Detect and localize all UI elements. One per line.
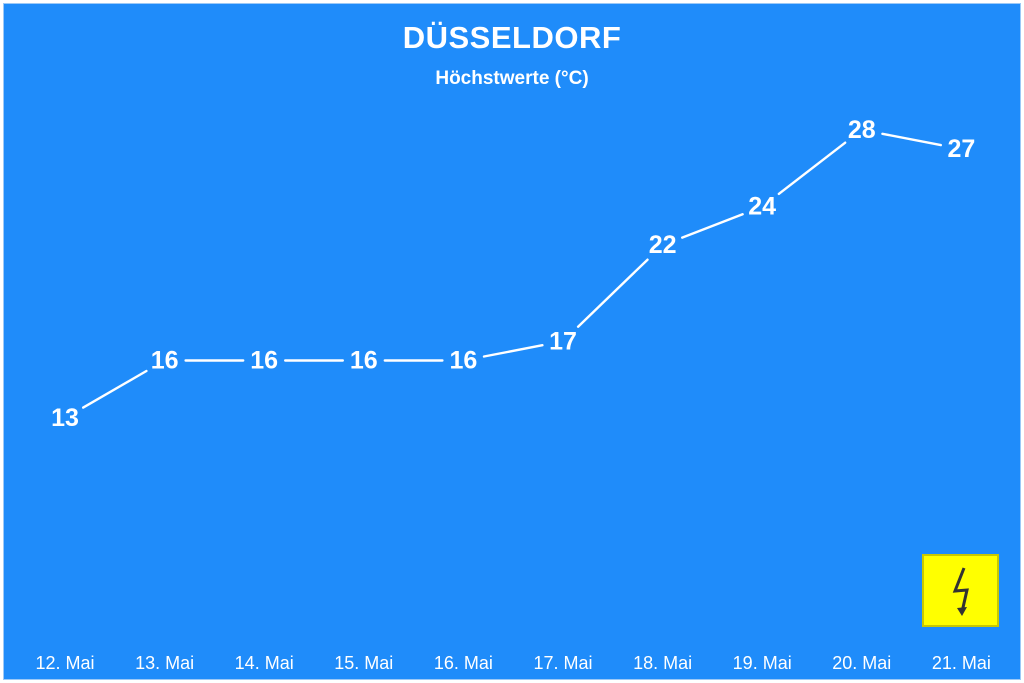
line-chart: 13 16 16 16 16 17 22 24 28 27 12. Mai 13. Mai 14. M… bbox=[35, 116, 990, 673]
chart-panel: DÜSSELDORF Höchstwerte (°C) 13 16 16 16 16 17… bbox=[3, 3, 1021, 680]
data-label: 16 bbox=[449, 346, 477, 374]
x-tick-label: 21. Mai bbox=[932, 653, 991, 673]
chart-subtitle: Höchstwerte (°C) bbox=[435, 68, 589, 89]
x-tick-label: 17. Mai bbox=[533, 653, 592, 673]
x-tick-label: 13. Mai bbox=[135, 653, 194, 673]
x-axis-tick-labels: 12. Mai 13. Mai 14. Mai 15. Mai 16. Mai 17. M… bbox=[35, 653, 990, 673]
data-label: 13 bbox=[51, 404, 79, 432]
x-tick-label: 18. Mai bbox=[633, 653, 692, 673]
data-label: 27 bbox=[947, 135, 975, 163]
x-tick-label: 19. Mai bbox=[733, 653, 792, 673]
data-label: 16 bbox=[250, 346, 278, 374]
series-line-segment bbox=[881, 132, 942, 147]
data-label: 28 bbox=[848, 116, 876, 144]
series-line bbox=[81, 132, 942, 409]
x-tick-label: 15. Mai bbox=[334, 653, 393, 673]
data-label: 22 bbox=[649, 231, 677, 259]
data-label: 16 bbox=[350, 346, 378, 374]
drop-lines bbox=[64, 149, 963, 629]
series-line-segment bbox=[777, 141, 847, 196]
data-label: 24 bbox=[748, 193, 776, 221]
lightning-warning-icon bbox=[952, 567, 969, 616]
x-tick-label: 14. Mai bbox=[235, 653, 294, 673]
series-line-segment bbox=[576, 258, 649, 328]
data-label: 16 bbox=[151, 346, 179, 374]
x-tick-label: 12. Mai bbox=[35, 653, 94, 673]
series-line-segment bbox=[81, 369, 148, 409]
x-tick-label: 20. Mai bbox=[832, 653, 891, 673]
data-label: 17 bbox=[549, 327, 577, 355]
chart-title: DÜSSELDORF bbox=[402, 20, 622, 55]
data-labels: 13 16 16 16 16 17 22 24 28 27 bbox=[51, 116, 975, 432]
weather-warning-badge bbox=[922, 554, 999, 627]
series-line-segment bbox=[482, 344, 544, 358]
x-tick-label: 16. Mai bbox=[434, 653, 493, 673]
series-line-segment bbox=[681, 213, 744, 239]
